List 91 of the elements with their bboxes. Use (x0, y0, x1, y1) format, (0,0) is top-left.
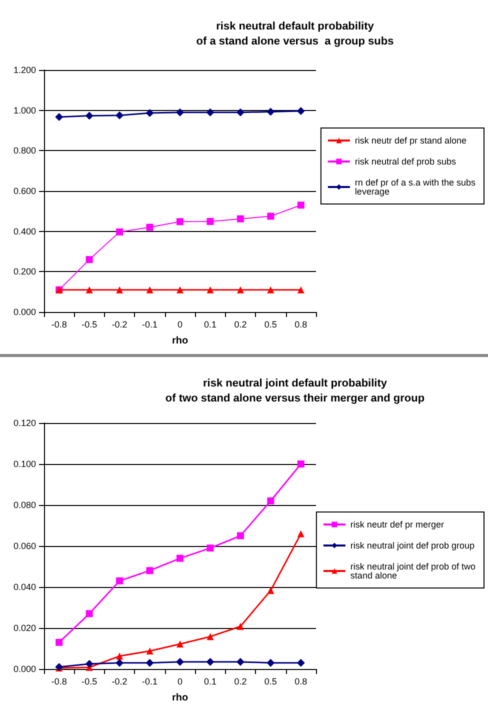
y-tick-label: 1.200 (13, 65, 36, 75)
point (85, 660, 94, 668)
x-axis-title: rho (172, 336, 188, 346)
x-tick-label: 0 (177, 320, 183, 330)
legend-label: risk neutral joint def prob group (350, 540, 475, 550)
x-tick-label: 0.1 (204, 320, 216, 330)
point (206, 286, 214, 294)
point (267, 286, 274, 294)
x-tick-label: 0.8 (294, 320, 308, 330)
point (176, 554, 184, 562)
point (236, 215, 244, 222)
point (297, 530, 304, 538)
point (236, 108, 244, 116)
point (146, 108, 154, 117)
point (176, 640, 184, 648)
point (296, 106, 305, 115)
point (146, 567, 154, 574)
y-tick-label: 0.600 (13, 186, 36, 196)
x-tick-label: -0.1 (142, 320, 158, 330)
x-tick-label: 0 (177, 676, 183, 686)
point (86, 256, 93, 264)
point (176, 218, 184, 226)
point (56, 638, 63, 646)
point (296, 658, 305, 667)
point (146, 647, 154, 654)
point (86, 610, 93, 618)
x-tick-label: -0.5 (82, 320, 98, 330)
point (236, 286, 244, 294)
point (116, 111, 124, 120)
point (86, 286, 93, 294)
point (116, 652, 124, 660)
y-tick-label: 0.080 (13, 500, 36, 510)
point (206, 633, 214, 640)
legend-label: rn def pr of a s.a with the subs leverage (354, 178, 478, 196)
x-tick-label: -0.8 (51, 676, 67, 686)
x-tick-label: -0.1 (142, 676, 158, 686)
point (146, 658, 154, 667)
y-tick-label: 0.020 (13, 623, 36, 633)
x-axis-title: rho (172, 692, 188, 704)
point (176, 286, 184, 294)
x-tick-label: -0.2 (112, 676, 128, 686)
x-tick-label: -0.5 (82, 676, 98, 686)
point (176, 658, 184, 666)
chart-title: risk neutral default probability of a stand alone versus a group subs (196, 20, 394, 48)
x-tick-label: -0.2 (112, 320, 128, 330)
x-tick-label: 0.2 (234, 676, 247, 686)
chart-title: risk neutral joint default probability of two stand alone versus their merger and group (165, 378, 425, 404)
point (55, 112, 64, 121)
point (146, 224, 154, 231)
point (206, 544, 214, 552)
y-tick-label: 0.800 (13, 146, 36, 156)
point (236, 658, 244, 666)
y-tick-label: 0.120 (13, 418, 36, 428)
y-tick-label: 0.200 (13, 266, 36, 277)
point (297, 286, 304, 294)
legend-label: risk neutral joint def prob of two stand alone (350, 562, 478, 580)
point (206, 108, 214, 116)
point (206, 218, 214, 225)
x-tick-label: 0.5 (264, 676, 277, 686)
point (116, 228, 124, 236)
point (116, 286, 124, 294)
point (85, 112, 94, 120)
x-tick-label: 0.8 (294, 676, 308, 686)
point (236, 532, 244, 540)
point (297, 202, 304, 209)
point (206, 658, 214, 666)
legend-label: risk neutral def prob subs (354, 156, 456, 166)
x-tick-label: 0.5 (264, 320, 277, 330)
legend-label: risk neutr def pr stand alone (354, 136, 467, 146)
point (176, 108, 184, 116)
point (116, 577, 124, 584)
y-tick-label: 1.000 (13, 105, 36, 116)
y-tick-label: 0.000 (13, 664, 36, 674)
y-tick-label: 0.040 (13, 582, 36, 592)
point (146, 286, 154, 294)
x-tick-label: 0.2 (234, 320, 247, 330)
y-tick-label: 0.060 (13, 541, 36, 551)
point (267, 497, 274, 504)
point (267, 586, 274, 594)
point (236, 622, 244, 630)
point (266, 658, 275, 667)
x-tick-label: 0.1 (204, 676, 216, 686)
y-tick-label: 0.400 (13, 226, 36, 236)
y-tick-label: 0.000 (13, 307, 36, 317)
point (116, 658, 124, 667)
point (266, 108, 275, 116)
legend-label: risk neutr def pr merger (350, 520, 444, 530)
x-tick-label: -0.8 (51, 320, 67, 330)
y-tick-label: 0.100 (13, 459, 36, 469)
point (297, 460, 304, 468)
point (267, 212, 274, 220)
